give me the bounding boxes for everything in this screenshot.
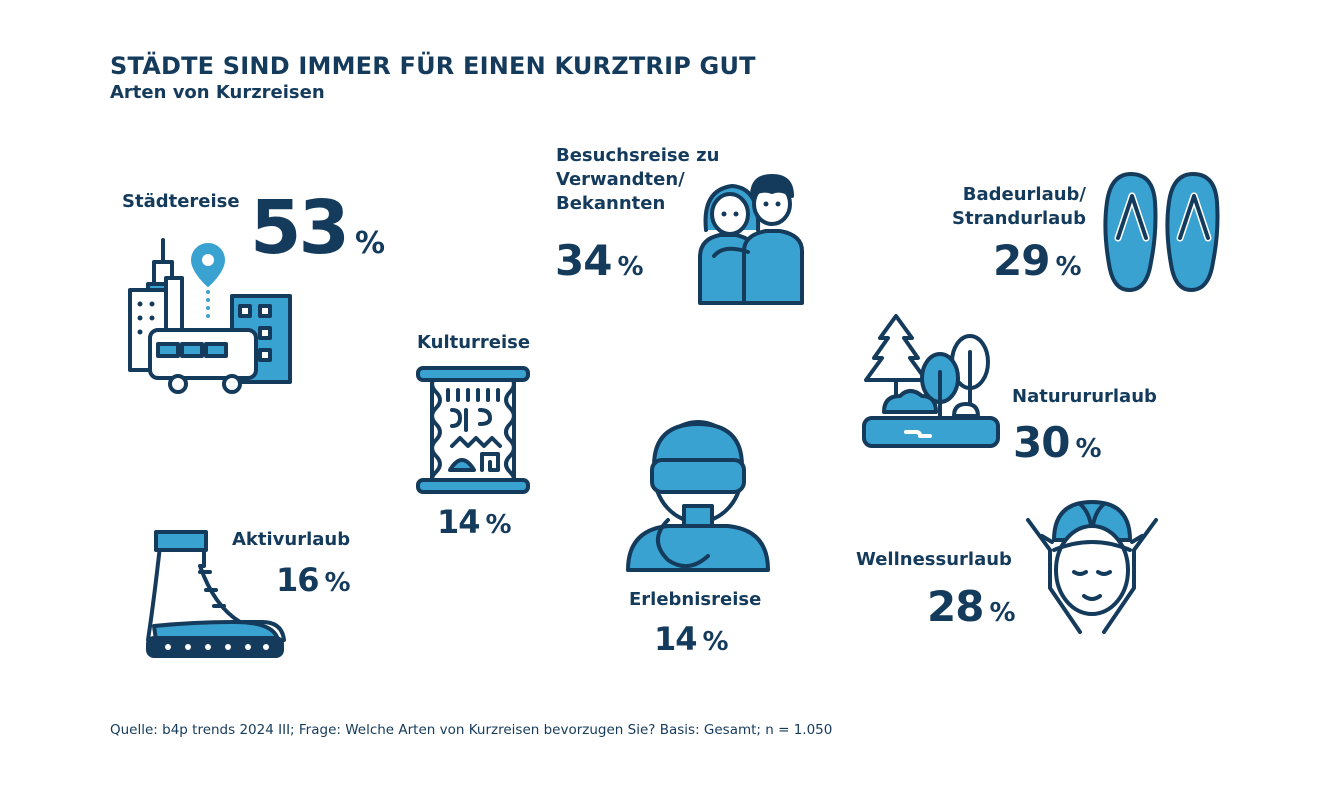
value-erlebnisreise: 14% <box>654 620 729 658</box>
diver-icon <box>626 420 770 572</box>
value-kulturreise: 14% <box>437 503 512 541</box>
hiking-boot-icon <box>146 530 286 658</box>
label-aktivurlaub: Aktivurlaub <box>232 529 351 550</box>
label-staedtereise: Städtereise <box>122 191 240 212</box>
nature-icon <box>862 314 1000 448</box>
flip-flops-icon <box>1103 172 1220 292</box>
label-badeurlaub: Badeurlaub/ Strandurlaub <box>952 184 1086 229</box>
value-badeurlaub: 29% <box>993 236 1082 285</box>
value-aktivurlaub: 16% <box>276 561 351 599</box>
wellness-face-icon <box>1026 500 1158 634</box>
page-subtitle: Arten von Kurzreisen <box>110 82 325 103</box>
label-erlebnisreise: Erlebnisreise <box>629 589 762 610</box>
scroll-icon <box>416 366 530 494</box>
label-naturururlaub: Naturururlaub <box>1012 386 1157 407</box>
source-note: Quelle: b4p trends 2024 III; Frage: Welc… <box>110 722 833 738</box>
label-kulturreise: Kulturreise <box>417 332 531 353</box>
page-title: STÄDTE SIND IMMER FÜR EINEN KURZTRIP GUT <box>110 52 756 80</box>
city-icon <box>128 238 292 394</box>
value-staedtereise: 53% <box>250 185 386 271</box>
label-besuchsreise: Besuchsreise zu Verwandten/ Bekannten <box>556 145 720 214</box>
value-naturururlaub: 30% <box>1013 418 1102 467</box>
value-wellnessurlaub: 28% <box>927 582 1016 631</box>
value-besuchsreise: 34% <box>555 236 644 285</box>
label-wellnessurlaub: Wellnessurlaub <box>856 549 1012 570</box>
couple-icon <box>698 174 804 305</box>
